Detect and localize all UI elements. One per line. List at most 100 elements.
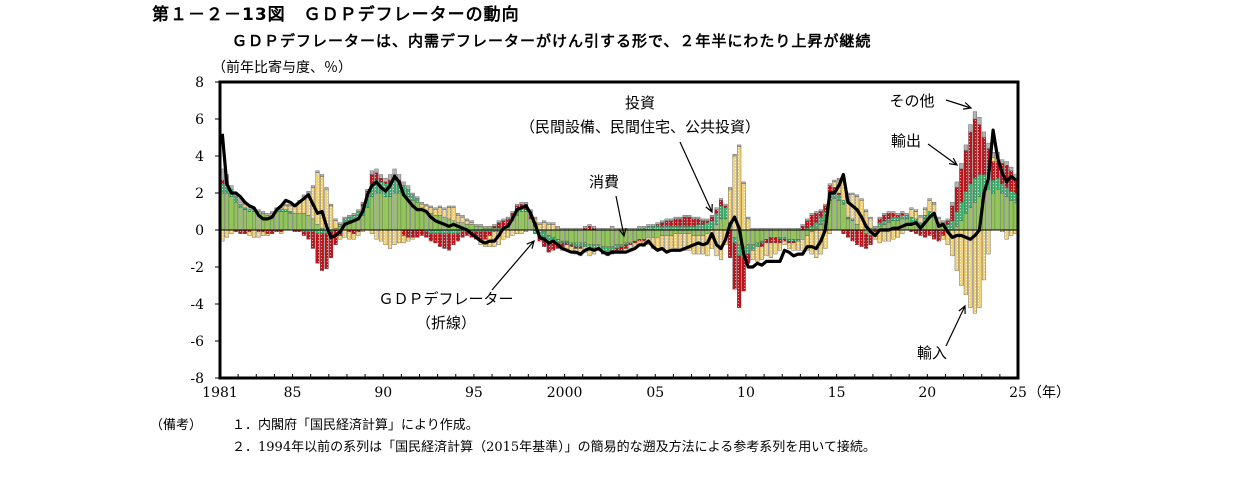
bar-other: [505, 216, 510, 220]
bar-consumption: [546, 229, 551, 236]
y-tick-label: 2: [195, 186, 204, 202]
bar-consumption: [514, 215, 520, 231]
chart-subtitle: ＧＤＰデフレーターは、内需デフレーターがけん引する形で、２年半にわたり上昇が継続: [232, 32, 872, 50]
bar-investment: [814, 222, 819, 229]
bar-exports: [950, 205, 955, 221]
bar-exports: [492, 226, 497, 229]
arrow-other-head: [963, 102, 973, 110]
bar-investment: [238, 203, 243, 208]
bar-consumption: [673, 229, 678, 234]
bar-exports: [714, 209, 719, 214]
bar-consumption: [718, 218, 724, 231]
bar-other: [728, 187, 733, 190]
bar-imports: [374, 229, 379, 240]
bar-consumption: [301, 213, 306, 231]
bar-other: [959, 163, 964, 170]
bar-investment: [682, 226, 687, 231]
gdp-deflator-line: [220, 128, 1017, 269]
bar-consumption: [292, 213, 297, 231]
bar-other: [351, 213, 356, 216]
bar-investment: [750, 244, 755, 251]
bar-imports: [446, 207, 452, 220]
bar-exports: [981, 137, 987, 175]
annotation-consumption: 消費: [589, 173, 619, 191]
bar-exports: [859, 229, 864, 247]
bar-imports: [288, 205, 293, 212]
bar-imports: [977, 229, 982, 308]
bar-exports: [868, 235, 873, 245]
x-tick-label: 95: [465, 385, 483, 401]
bar-other: [650, 224, 656, 227]
bar-exports: [886, 213, 891, 220]
bar-investment: [233, 196, 238, 203]
bar-consumption: [972, 202, 977, 231]
bar-other: [823, 203, 828, 207]
bar-consumption: [768, 229, 773, 238]
bar-consumption: [383, 196, 388, 231]
bar-investment: [673, 226, 678, 231]
bar-exports: [442, 233, 447, 249]
bar-investment: [578, 242, 583, 247]
bar-consumption: [582, 229, 588, 244]
bar-exports: [401, 229, 406, 236]
bar-consumption: [592, 229, 597, 245]
bar-consumption: [660, 229, 665, 236]
arrow-imports: [945, 305, 966, 347]
bar-exports: [709, 216, 714, 221]
bar-investment: [700, 224, 705, 231]
bar-investment: [646, 226, 651, 231]
bar-other: [592, 226, 597, 229]
bar-imports: [673, 233, 678, 249]
x-tick-label: 1981: [202, 385, 238, 401]
bar-other: [832, 179, 837, 183]
bar-investment: [623, 242, 628, 245]
bar-consumption: [968, 207, 973, 231]
bar-other: [374, 168, 379, 173]
bar-consumption: [628, 229, 633, 244]
bar-investment: [850, 218, 855, 221]
bar-exports: [718, 200, 724, 207]
bar-consumption: [310, 218, 315, 231]
x-tick-label: 10: [737, 385, 755, 401]
bar-investment: [714, 213, 719, 225]
bar-imports: [755, 246, 760, 262]
bar-imports: [909, 209, 914, 218]
bar-exports: [451, 233, 456, 245]
bar-exports: [564, 242, 569, 245]
bar-other: [682, 215, 687, 218]
y-tick-label: -2: [190, 260, 204, 276]
bar-imports: [664, 235, 669, 251]
bar-other: [356, 209, 361, 212]
bar-imports: [628, 244, 633, 249]
bar-other: [709, 215, 714, 218]
bar-investment: [995, 178, 1000, 190]
notes-label: （備考）: [150, 418, 203, 433]
bar-investment: [315, 229, 320, 234]
bar-imports: [669, 235, 674, 251]
bar-other: [310, 185, 315, 188]
bar-other: [265, 213, 270, 216]
bar-consumption: [360, 215, 365, 231]
bar-imports: [1004, 229, 1009, 240]
bar-exports: [673, 218, 678, 227]
bar-exports: [936, 229, 941, 242]
y-tick-label: 8: [195, 75, 204, 91]
bar-other: [542, 220, 547, 223]
bar-other: [895, 213, 900, 216]
bar-consumption: [242, 209, 247, 231]
bar-other: [582, 226, 588, 229]
bar-other: [487, 226, 492, 229]
bar-imports: [419, 203, 424, 208]
bar-exports: [669, 220, 674, 227]
bar-imports: [800, 239, 805, 251]
bar-investment: [796, 239, 801, 242]
bar-investment: [664, 226, 669, 231]
bar-other: [383, 178, 388, 183]
bar-exports: [773, 237, 778, 244]
bar-exports: [573, 246, 578, 249]
bar-imports: [465, 220, 470, 225]
bar-imports: [406, 237, 411, 242]
bar-other: [968, 124, 973, 133]
bar-exports: [415, 229, 420, 238]
bar-consumption: [587, 229, 592, 245]
